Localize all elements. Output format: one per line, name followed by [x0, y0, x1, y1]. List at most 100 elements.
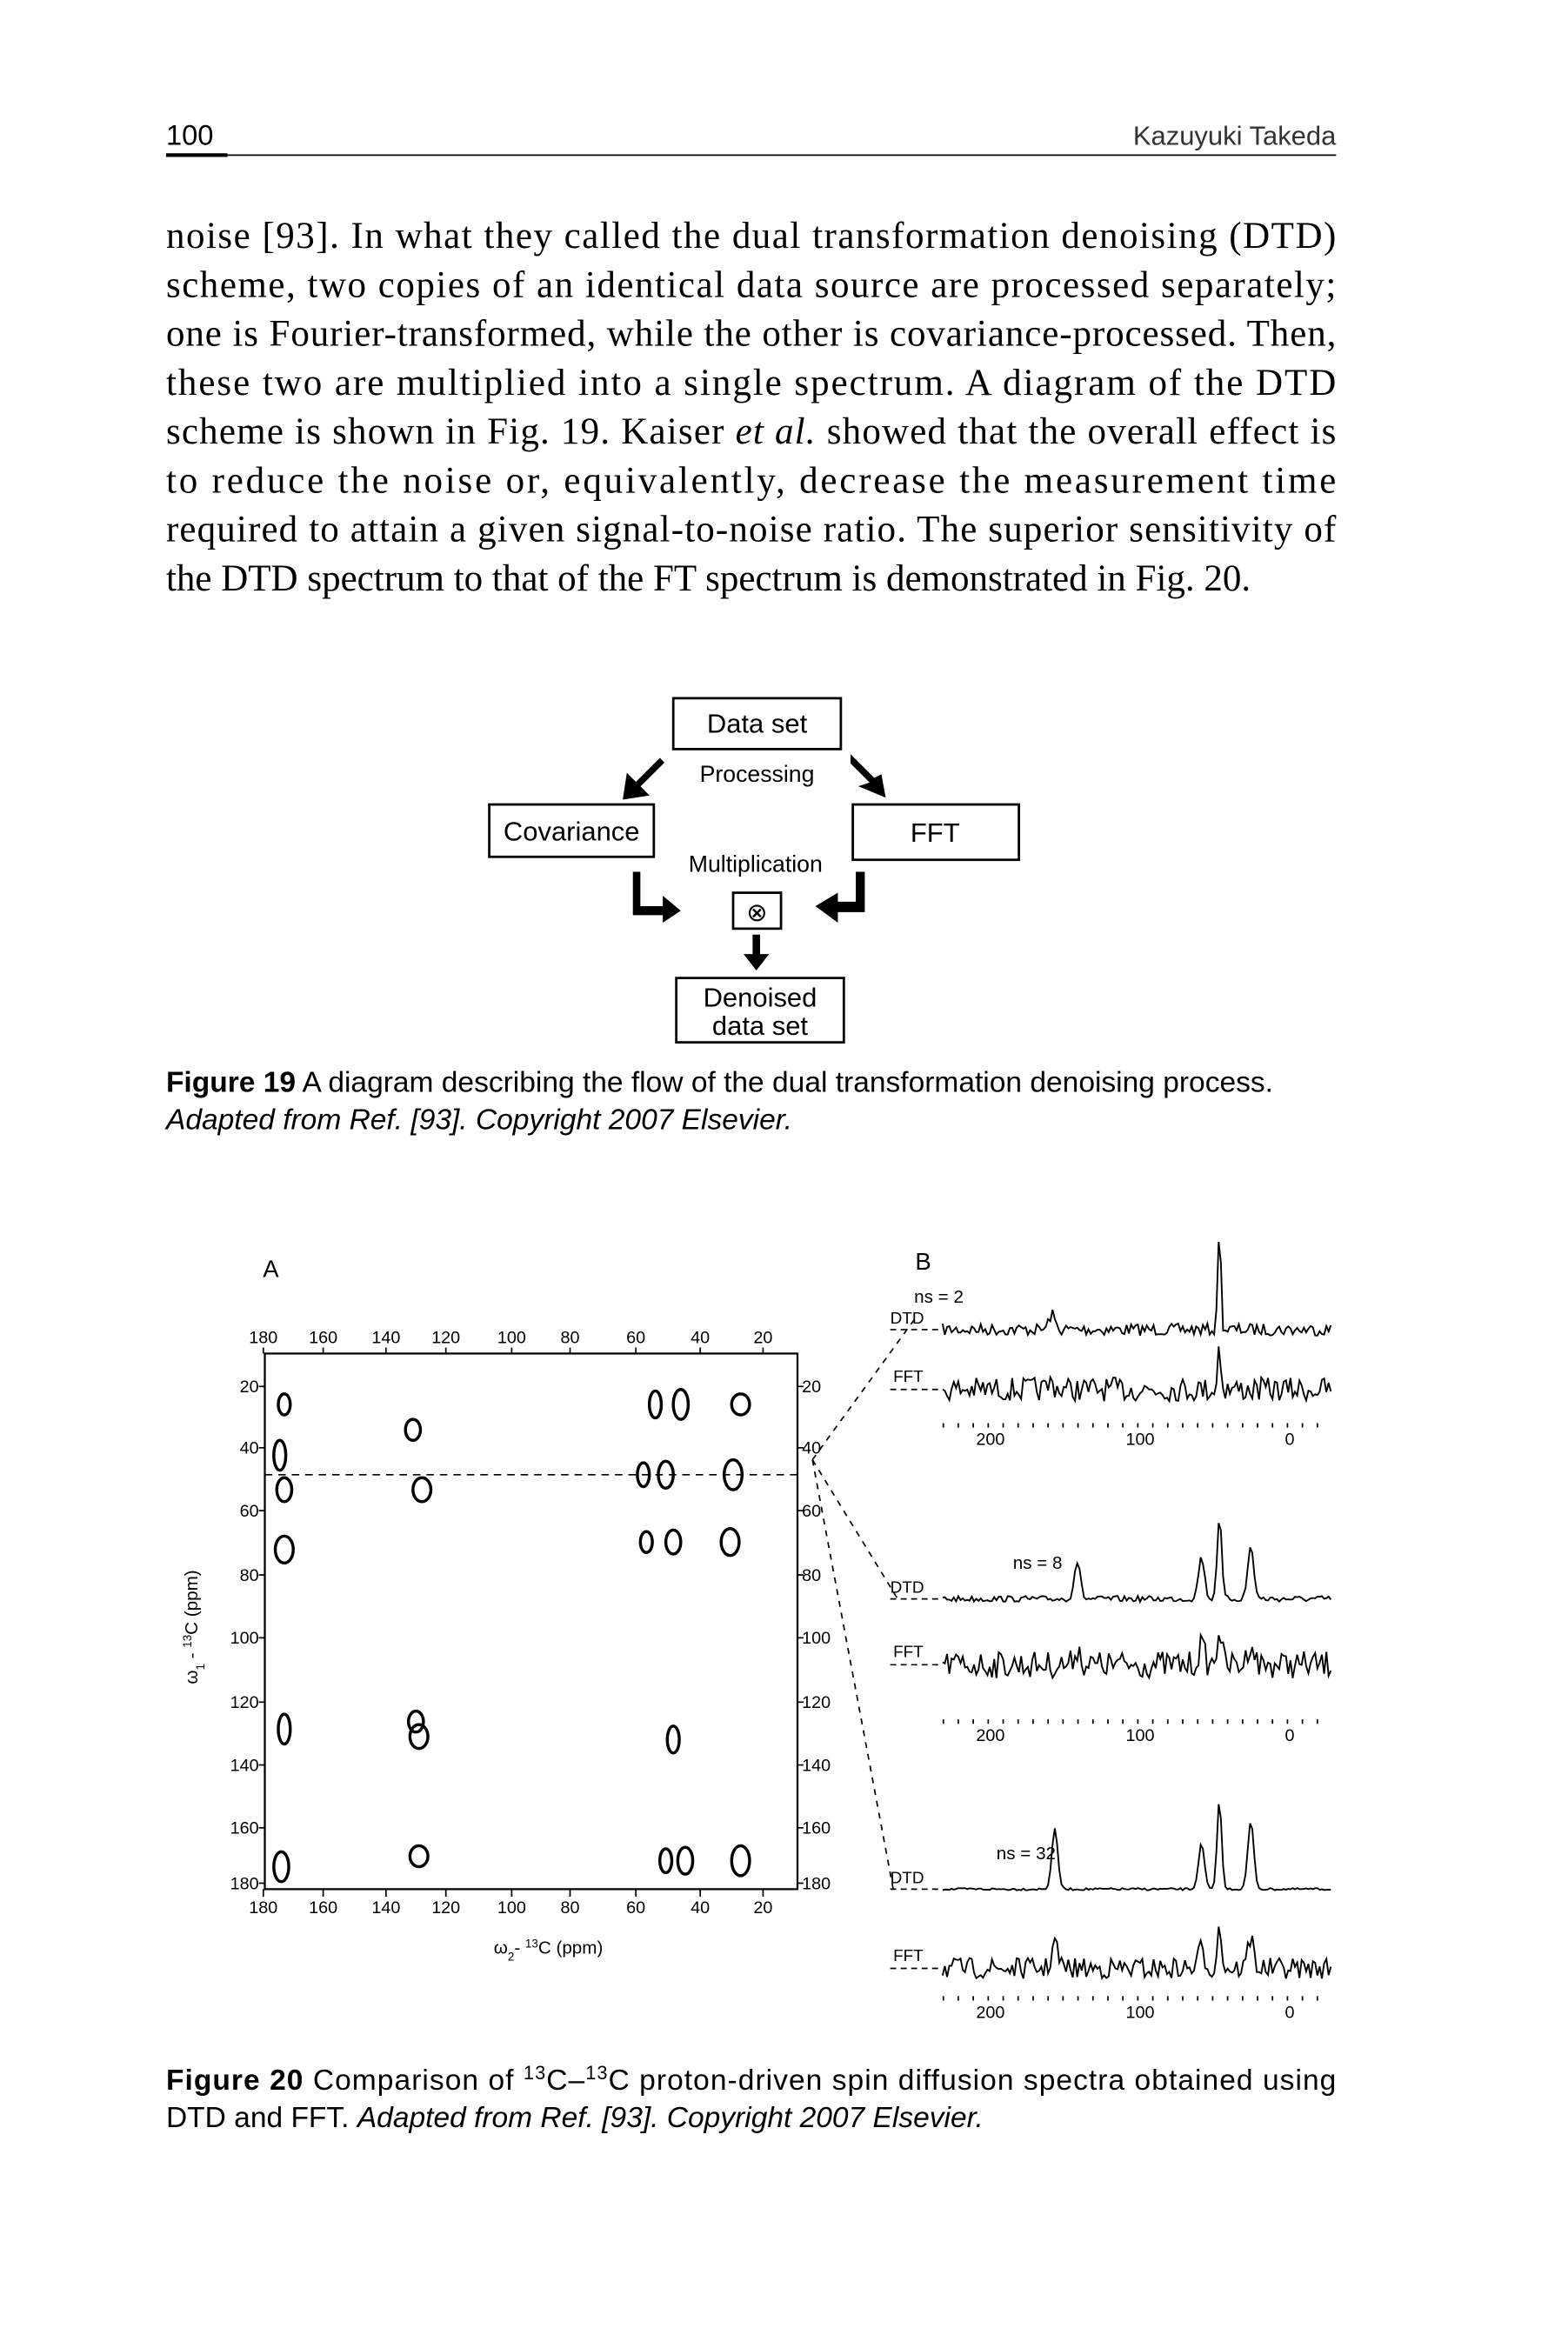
text-span: 13	[524, 2061, 545, 2083]
body-line: one is Fourier-transformed, while the ot…	[166, 314, 1336, 355]
tick-label: 40	[240, 1439, 259, 1458]
node-label: FFT	[911, 817, 960, 848]
tick-label: 100	[230, 1629, 259, 1648]
tick-label: 40	[802, 1439, 821, 1458]
tick-label: 0	[1285, 2003, 1295, 2022]
tick-label: 0	[1285, 1726, 1295, 1745]
tick-label: 120	[431, 1328, 460, 1347]
fig19-boxes	[488, 697, 1020, 1044]
tick-label: 120	[230, 1693, 259, 1712]
tick-label: 100	[497, 1898, 526, 1918]
node-label: Data set	[707, 708, 808, 738]
connector	[811, 1459, 894, 1890]
text-span: 13	[181, 1635, 194, 1648]
contour	[664, 1528, 683, 1556]
tick-label: 80	[560, 1328, 579, 1347]
tick-label: 100	[1125, 2003, 1154, 2022]
tick-label: 180	[802, 1874, 831, 1893]
tick-label: 200	[976, 1726, 1004, 1745]
ns-label: ns = 2	[914, 1287, 964, 1307]
tick-label: 80	[240, 1566, 259, 1585]
arrow	[815, 871, 865, 923]
contour	[676, 1845, 695, 1876]
tick-label: 40	[691, 1328, 710, 1347]
box	[488, 803, 656, 858]
y-axis-label: ω1 - 13C (ppm)	[181, 1570, 207, 1684]
tick-label: 0	[1285, 1430, 1295, 1449]
body-line: these two are multiplied into a single s…	[166, 363, 1336, 404]
tick-label: 160	[230, 1819, 259, 1838]
body-line: to reduce the noise or, equivalently, de…	[166, 460, 1336, 501]
text-span: 1	[194, 1664, 207, 1670]
contour	[657, 1847, 674, 1875]
contour	[411, 1476, 433, 1504]
ns-label: ns = 8	[1013, 1553, 1063, 1573]
panel-label: B	[915, 1248, 931, 1275]
tick-label: 40	[691, 1898, 710, 1918]
contour	[273, 1534, 295, 1565]
text-span: Figure 20	[166, 2065, 303, 2097]
spectra	[811, 1242, 1332, 2001]
arrow	[632, 871, 681, 923]
text-span: 13	[585, 2061, 607, 2083]
contour	[408, 1723, 430, 1751]
tick-label: 20	[240, 1377, 259, 1397]
tick-label: 100	[497, 1328, 526, 1347]
contour	[408, 1844, 430, 1869]
tick-label: 160	[309, 1898, 337, 1918]
tick-label: 200	[976, 1430, 1004, 1449]
tick-label: 60	[240, 1502, 259, 1521]
arrow	[744, 934, 770, 971]
text-span: 13	[525, 1937, 538, 1950]
tick-label: 120	[802, 1693, 831, 1712]
ns-label: ns = 32	[997, 1844, 1056, 1864]
tick-label: 120	[431, 1898, 460, 1918]
contour	[277, 1392, 292, 1417]
text-span: C (ppm)	[538, 1938, 603, 1958]
spectrum-trace	[942, 1346, 1332, 1404]
contour	[406, 1709, 425, 1734]
trace-label: DTD	[891, 1579, 924, 1598]
edge-label: Processing	[700, 761, 815, 787]
contour	[722, 1457, 744, 1491]
contour	[647, 1389, 664, 1420]
node-label: Covariance	[504, 816, 640, 846]
tick-label: 20	[802, 1377, 821, 1397]
spectrum-trace	[942, 1631, 1332, 1680]
connector	[811, 1459, 898, 1600]
box	[671, 697, 843, 750]
text-span: et al.	[736, 411, 816, 452]
tick-label: 180	[249, 1898, 277, 1918]
caption-text: A diagram describing the flow of the dua…	[296, 1066, 1273, 1098]
tick-label: 140	[371, 1328, 400, 1347]
text-span: -	[514, 1938, 525, 1958]
x-axis-label: ω2- 13C (ppm)	[494, 1937, 604, 1963]
node-label: data set	[712, 1011, 809, 1041]
body-line: scheme is shown in Fig. 19. Kaiser et al…	[166, 411, 1336, 452]
arrow	[623, 757, 665, 800]
edge-label: Multiplication	[689, 850, 823, 877]
contour	[671, 1388, 691, 1421]
tick-label: 180	[249, 1328, 277, 1347]
caption: Figure 20 Comparison of 13C–13C proton-d…	[166, 2061, 1336, 2097]
tick-label: 20	[753, 1328, 772, 1347]
text-span: C–	[546, 2065, 584, 2097]
tick-label: 60	[802, 1502, 821, 1521]
text-span: DTD and FFT.	[166, 2102, 357, 2134]
contour	[638, 1530, 654, 1554]
node-label: ⊗	[746, 899, 768, 927]
trace-label: FFT	[893, 1368, 924, 1386]
contour	[404, 1417, 423, 1442]
tick-label: 180	[230, 1874, 259, 1893]
caption-label: Figure 19	[166, 1066, 296, 1098]
caption-credit: Adapted from Ref. [93]. Copyright 2007 E…	[164, 1104, 792, 1136]
tick-label: 20	[753, 1898, 772, 1918]
caption: Figure 19 A diagram describing the flow …	[166, 1066, 1273, 1098]
tick-label: 140	[802, 1756, 831, 1775]
tick-label: 60	[626, 1328, 645, 1347]
contour	[730, 1392, 751, 1417]
body-line: required to attain a given signal-to-noi…	[166, 510, 1337, 550]
tick-label: 80	[560, 1898, 579, 1918]
